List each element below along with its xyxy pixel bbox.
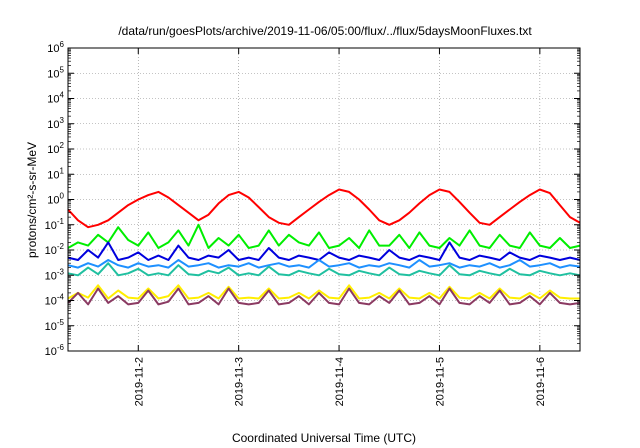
y-tick-label: 10-1: [45, 217, 65, 232]
series-line-1: [67, 188, 581, 229]
x-tick-label: 2019-11-2: [133, 357, 145, 406]
series-line-5: [67, 262, 581, 277]
y-tick-label: 101: [47, 166, 64, 181]
y-axis: 10-6 10-5 10-4 10-3 10-2 10-1 100 101 102 103 104 1…: [45, 40, 580, 358]
x-axis-label: Coordinated Universal Time (UTC): [232, 431, 416, 445]
y-tick-label: 105: [47, 65, 64, 80]
y-tick-label: 106: [47, 40, 64, 55]
series-line-7: [67, 287, 581, 306]
x-tick-label: 2019-11-5: [434, 357, 446, 406]
x-tick-label: 2019-11-3: [234, 357, 246, 406]
series-line-6: [67, 284, 580, 300]
series-line-4: [67, 259, 581, 269]
y-tick-label: 10-5: [45, 318, 65, 333]
grid: [68, 48, 580, 351]
y-tick-label: 10-4: [45, 293, 65, 308]
chart-title: /data/run/goesPlots/archive/2019-11-06/0…: [118, 24, 532, 38]
y-tick-label: 103: [47, 116, 64, 131]
x-tick-label: 2019-11-6: [535, 357, 547, 406]
series-line-3: [67, 241, 581, 261]
series-line-2: [67, 223, 581, 249]
series-lines: [67, 188, 581, 306]
y-tick-label: 10-3: [45, 267, 65, 282]
y-tick-label: 10-2: [45, 242, 65, 257]
x-axis: 2019-11-2 2019-11-3 2019-11-4 2019-11-5 2019…: [133, 48, 547, 406]
y-tick-label: 102: [47, 141, 64, 156]
x-tick-label: 2019-11-4: [334, 357, 346, 406]
y-tick-label: 104: [47, 91, 64, 106]
y-tick-label: 100: [47, 192, 64, 207]
y-axis-label: protons/cm²-s-sr-MeV: [25, 142, 39, 258]
y-tick-label: 10-6: [45, 343, 65, 358]
